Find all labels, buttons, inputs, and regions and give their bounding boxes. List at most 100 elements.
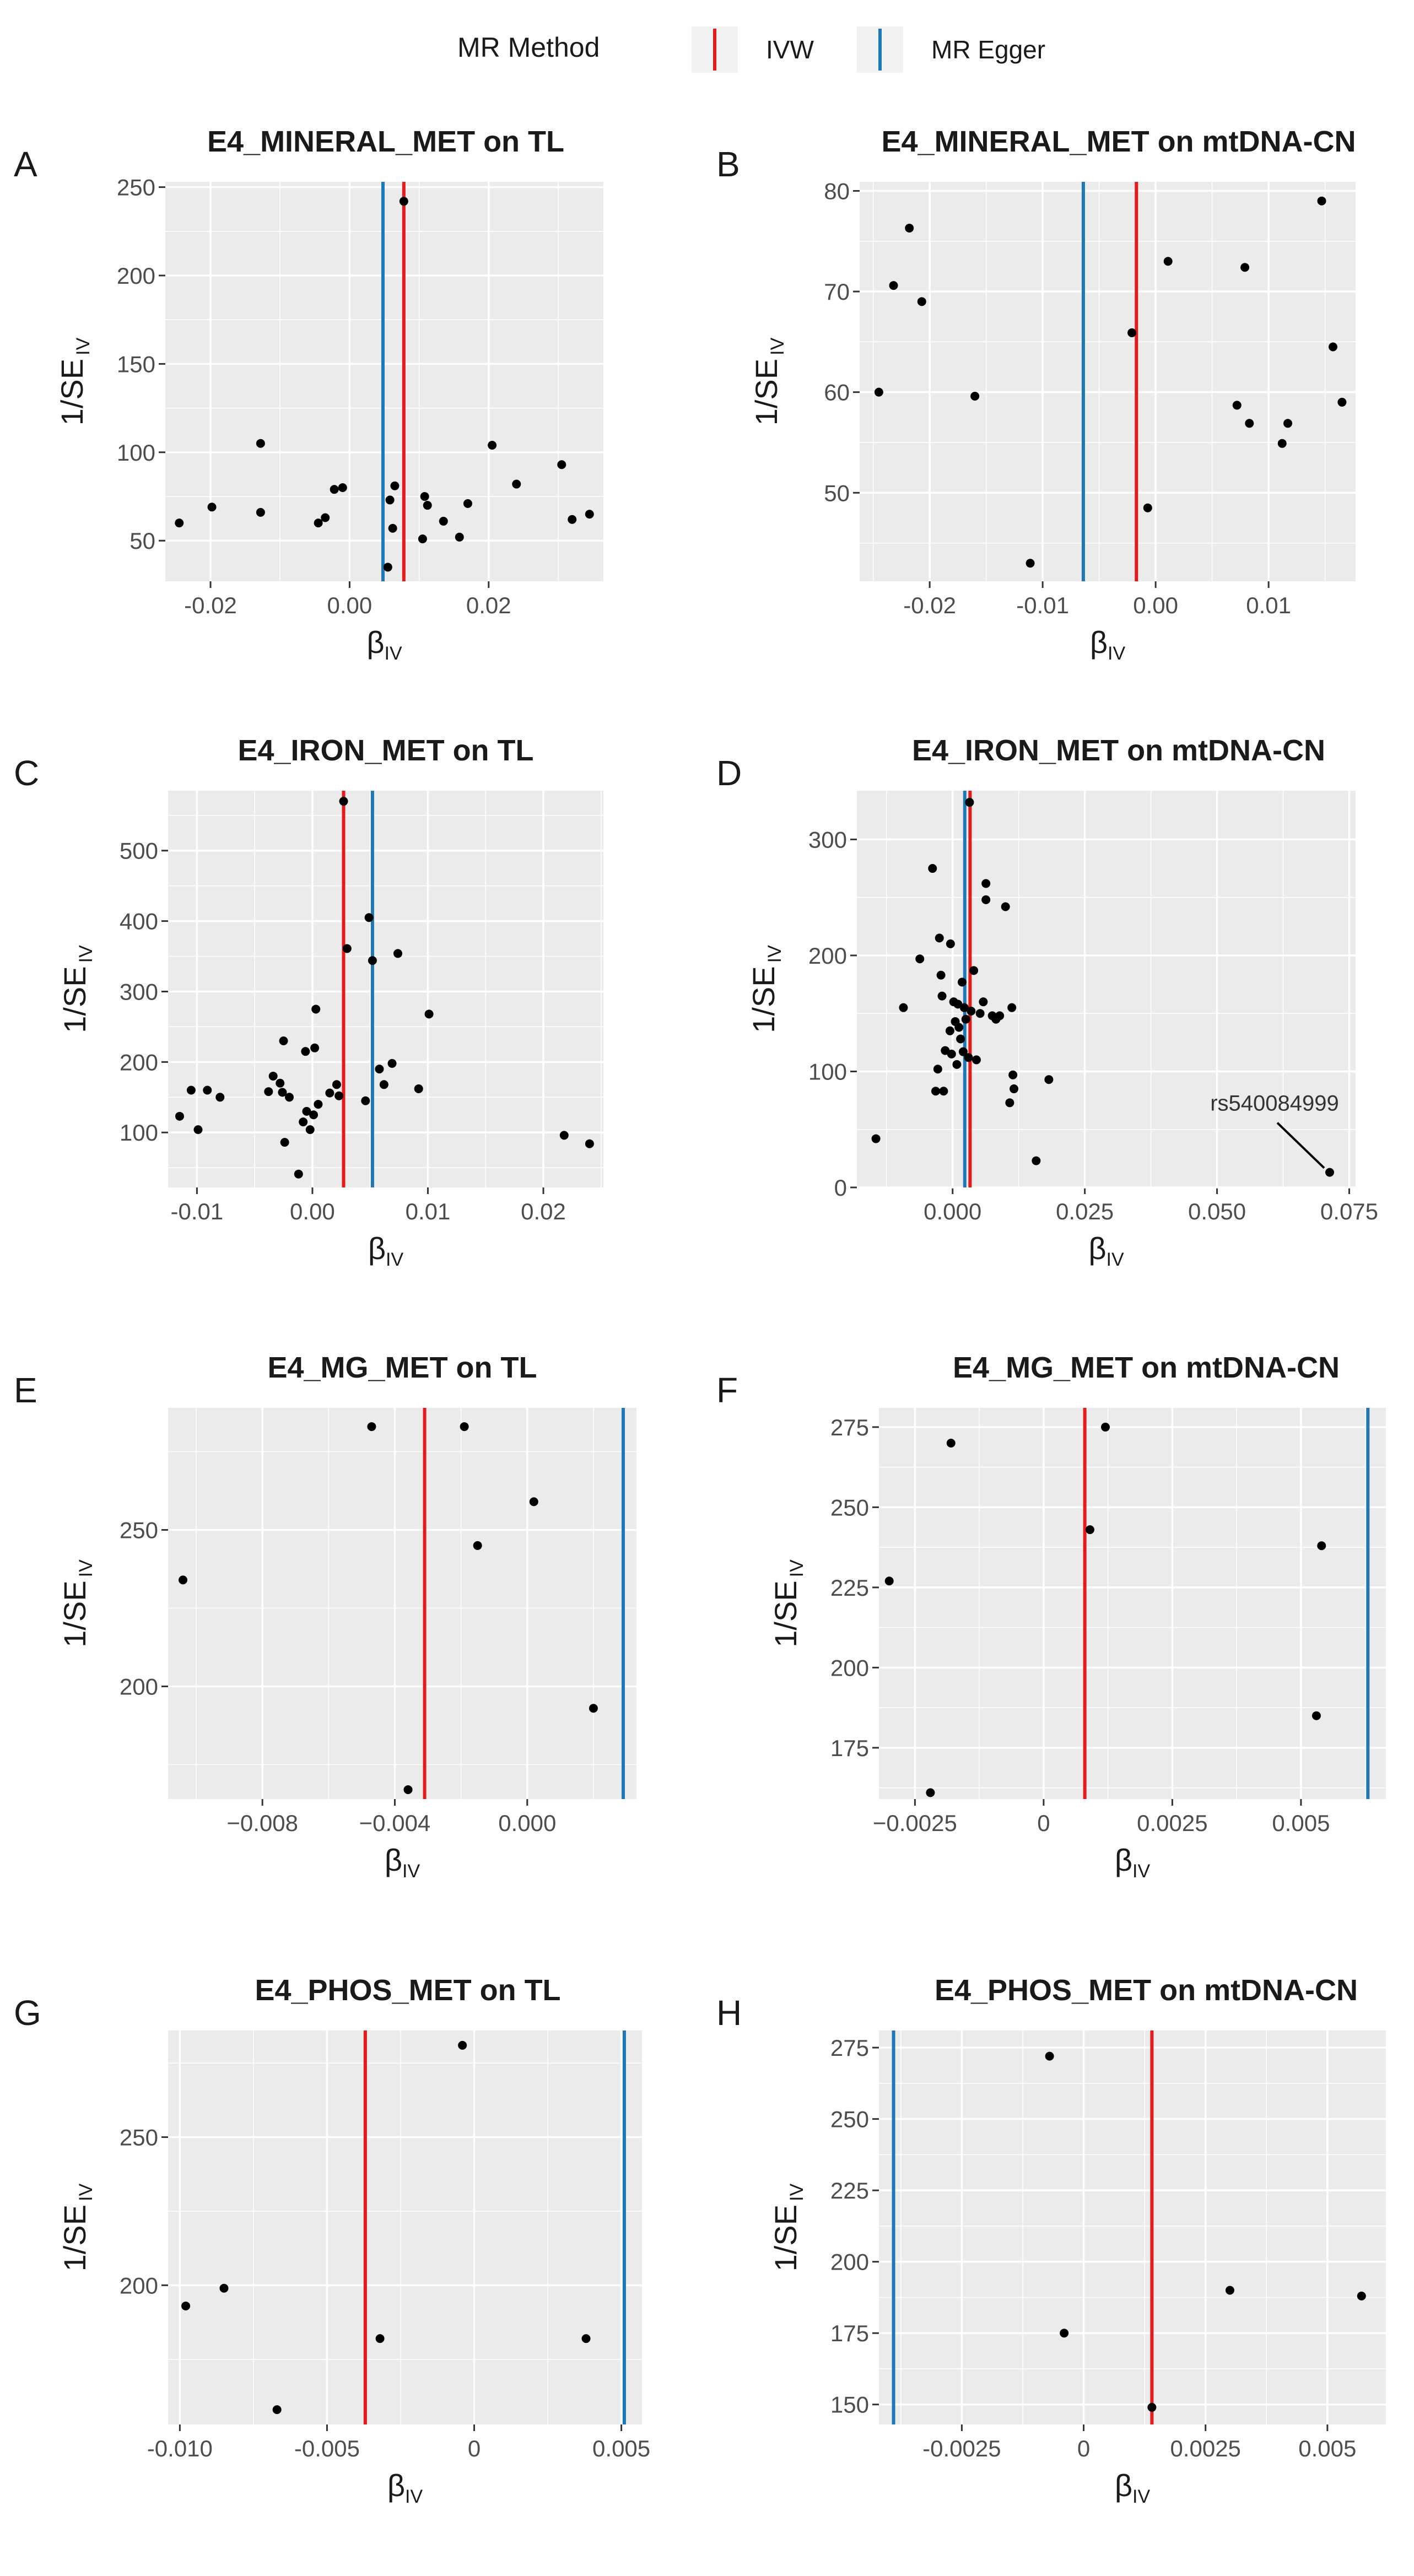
y-tick-label: 250: [120, 1517, 158, 1543]
plot-area: [168, 2030, 642, 2424]
y-tick-label: 100: [808, 1059, 847, 1084]
legend: MR Method IVW MR Egger: [457, 26, 1045, 73]
y-axis-label-subscript: IV: [786, 2183, 807, 2201]
data-point: [301, 1047, 310, 1056]
data-point: [1232, 401, 1242, 410]
panel-letter: E: [14, 1370, 37, 1410]
y-tick-label: 175: [830, 1735, 869, 1761]
panel-letter: C: [14, 753, 39, 793]
data-point: [972, 1055, 981, 1065]
y-tick-label: 200: [830, 1655, 869, 1681]
x-axis-label-subscript: IV: [1108, 643, 1125, 664]
y-tick-label: 200: [808, 943, 847, 969]
panel-letter: F: [716, 1370, 738, 1410]
data-point: [1163, 257, 1173, 266]
x-axis-label: βIV: [385, 1843, 420, 1882]
x-axis-label-main: β: [1088, 1231, 1106, 1266]
data-point: [945, 1026, 954, 1035]
data-point: [1127, 328, 1137, 337]
data-point: [379, 1080, 388, 1089]
data-point: [958, 1047, 968, 1056]
y-tick-label: 250: [830, 1494, 869, 1520]
panel-title: E4_MINERAL_MET on TL: [207, 125, 564, 158]
x-axis-label-subscript: IV: [385, 643, 402, 664]
data-point: [581, 2334, 591, 2343]
x-tick-label: 0.005: [1272, 1810, 1330, 1836]
y-axis-label-main: 1/SE: [57, 2205, 92, 2271]
x-tick-label: 0.01: [406, 1198, 451, 1224]
data-point: [954, 1023, 964, 1032]
data-point: [1085, 1525, 1094, 1535]
data-point: [403, 1785, 413, 1794]
data-point: [420, 492, 429, 501]
data-point: [280, 1138, 289, 1147]
x-axis-label-main: β: [366, 625, 384, 660]
data-point: [946, 1439, 956, 1448]
data-point: [338, 483, 347, 492]
y-tick-label: 175: [830, 2320, 869, 2346]
x-axis-label-subscript: IV: [1107, 1249, 1124, 1270]
x-tick-label: 0.02: [466, 592, 511, 618]
panel-e: −0.008 −0.004 0.000 200 250 E E4_MG_MET on TL β…: [14, 1351, 636, 1882]
data-point: [946, 939, 955, 948]
x-axis-label-main: β: [387, 2468, 405, 2503]
data-point: [399, 197, 408, 206]
data-point: [964, 1053, 973, 1062]
data-point: [393, 949, 403, 958]
data-point: [970, 391, 980, 401]
plot-area: [860, 182, 1356, 581]
panel-letter: D: [716, 753, 742, 793]
plot-area: [168, 791, 603, 1187]
data-point: [179, 1575, 188, 1585]
x-axis-label: βIV: [1115, 1843, 1151, 1882]
data-point: [1240, 263, 1250, 272]
legend-title: MR Method: [457, 32, 600, 63]
data-point: [1026, 559, 1035, 568]
y-tick-label: 200: [120, 1049, 158, 1075]
x-tick-label: -0.01: [1016, 592, 1069, 618]
data-point: [314, 1100, 323, 1109]
y-axis-label-main: 1/SE: [57, 966, 92, 1033]
x-tick-label: 0.02: [521, 1198, 566, 1224]
data-point: [1312, 1711, 1321, 1720]
data-point: [334, 1091, 344, 1100]
x-tick-label: 0.0025: [1137, 1810, 1207, 1836]
x-axis-label-main: β: [1090, 625, 1108, 660]
y-tick-label: 225: [830, 1575, 869, 1601]
panel-title: E4_MG_MET on TL: [267, 1351, 537, 1384]
panel-a: -0.02 0.00 0.02 50 100 150 200 250 A E4_MINERAL_M…: [14, 125, 603, 664]
data-point: [1328, 342, 1337, 352]
x-axis-label-subscript: IV: [386, 1249, 403, 1270]
x-tick-label: 0.075: [1320, 1198, 1378, 1224]
y-tick-label: 50: [129, 528, 155, 554]
x-tick-label: 0.000: [924, 1198, 981, 1224]
x-tick-label: -0.005: [294, 2435, 360, 2461]
x-axis-label-subscript: IV: [1132, 1861, 1150, 1882]
data-point: [1032, 1156, 1041, 1165]
x-axis-label: βIV: [1088, 1231, 1124, 1270]
x-axis-label-main: β: [385, 1843, 402, 1877]
data-point: [1225, 2286, 1234, 2295]
x-tick-label: 0.01: [1246, 592, 1291, 618]
data-point: [390, 481, 400, 490]
x-tick-label: −0.008: [226, 1810, 298, 1836]
data-point: [264, 1087, 273, 1097]
data-point: [1277, 439, 1287, 448]
data-point: [1008, 1070, 1018, 1079]
x-axis-label: βIV: [1090, 625, 1126, 664]
y-axis-label: 1/SE IV: [55, 337, 94, 425]
panel-title: E4_IRON_MET on mtDNA-CN: [912, 734, 1325, 767]
y-axis-label-subscript: IV: [764, 945, 785, 963]
panel-h: -0.0025 0 0.0025 0.005 150 175 200 225 250 275 H E4…: [716, 1974, 1386, 2507]
data-point: [899, 1003, 908, 1012]
y-tick-label: 250: [117, 175, 155, 201]
y-tick-label: 300: [808, 827, 847, 852]
data-point: [1005, 1098, 1014, 1108]
data-point: [175, 1111, 184, 1121]
data-point: [947, 1049, 956, 1059]
plot-area: [879, 2030, 1386, 2424]
data-point: [460, 1422, 469, 1432]
data-point: [884, 1576, 894, 1586]
y-tick-label: 250: [120, 2125, 158, 2151]
